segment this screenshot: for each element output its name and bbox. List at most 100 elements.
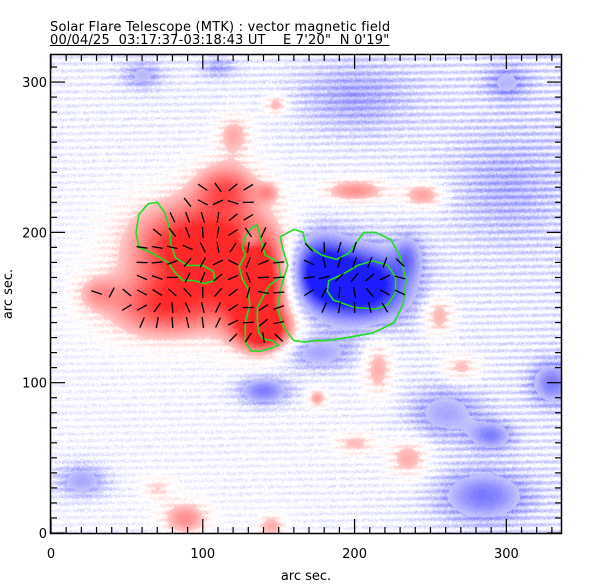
field-vector — [169, 212, 176, 223]
field-vector — [184, 302, 191, 313]
field-vector — [323, 241, 326, 253]
field-vector — [227, 274, 239, 281]
field-vector — [228, 333, 238, 342]
field-vector — [171, 302, 174, 314]
vector-layer — [91, 182, 406, 344]
field-vector — [227, 319, 239, 326]
contour-negative-2 — [276, 228, 408, 343]
field-vector — [273, 305, 285, 310]
field-vector — [166, 245, 178, 250]
field-vector — [379, 289, 391, 296]
field-vector — [244, 227, 253, 238]
field-vector — [245, 272, 251, 283]
field-vector — [136, 304, 148, 311]
field-vector — [167, 288, 177, 297]
field-vector — [199, 257, 207, 268]
field-vector — [167, 259, 178, 266]
field-vector — [245, 257, 251, 268]
field-vector — [212, 199, 224, 206]
field-vector — [213, 287, 223, 298]
field-vector — [228, 183, 238, 192]
field-vector — [122, 288, 132, 297]
field-vector — [185, 317, 190, 329]
field-vector — [228, 288, 238, 297]
y-tick-label: 200 — [22, 226, 47, 241]
field-vector — [365, 287, 374, 298]
field-vector — [136, 274, 148, 281]
field-vector — [197, 199, 209, 206]
field-vector — [350, 272, 359, 283]
field-vector — [365, 273, 375, 282]
field-vector — [185, 211, 191, 223]
contour-negative-3 — [326, 260, 397, 310]
x-tick-label: 0 — [47, 547, 55, 562]
field-vector — [381, 302, 389, 313]
x-axis-label: arc sec. — [281, 569, 331, 584]
field-vector — [367, 257, 373, 268]
field-vector — [182, 244, 193, 251]
field-vector — [199, 242, 206, 253]
field-vector — [108, 287, 115, 298]
field-vector — [379, 274, 391, 281]
field-vector — [212, 259, 224, 266]
field-vector — [336, 257, 342, 268]
field-vector — [274, 333, 284, 342]
field-vector — [229, 242, 237, 253]
field-vector — [352, 241, 357, 253]
plot-frame — [49, 53, 563, 535]
field-vector — [262, 332, 265, 344]
field-vector — [155, 316, 159, 329]
field-vector — [183, 257, 192, 268]
axis-ticks — [50, 55, 561, 534]
field-vector — [152, 289, 163, 296]
field-vector — [136, 245, 148, 249]
x-tick-label: 100 — [190, 547, 215, 562]
field-vector — [382, 257, 388, 268]
field-vector — [213, 273, 223, 282]
field-vector — [197, 183, 208, 191]
field-vector — [242, 321, 254, 324]
field-vector — [227, 199, 239, 205]
field-vector — [243, 183, 254, 191]
field-vector — [228, 213, 238, 222]
field-vector — [201, 317, 205, 329]
field-vector — [136, 289, 148, 296]
field-vector — [214, 302, 221, 313]
y-tick-label: 0 — [39, 527, 47, 542]
field-vector — [168, 227, 177, 238]
contour-layer — [135, 201, 408, 352]
field-vector — [258, 259, 269, 266]
field-vector — [152, 228, 162, 237]
y-tick-label: 100 — [22, 377, 47, 392]
field-vector — [303, 259, 315, 266]
field-vector — [303, 275, 315, 279]
field-vector — [201, 226, 204, 238]
field-vector — [246, 241, 250, 253]
x-tick-label: 200 — [342, 547, 367, 562]
field-vector — [243, 213, 254, 221]
field-vector — [214, 182, 222, 193]
field-vector — [273, 320, 285, 325]
field-vector — [151, 261, 163, 264]
field-vector — [318, 275, 330, 280]
field-vector — [153, 302, 162, 313]
field-vector — [183, 288, 192, 297]
field-vector — [246, 287, 251, 298]
field-vector — [258, 303, 269, 312]
field-vector — [215, 317, 221, 328]
field-vector — [260, 242, 267, 253]
contour-positive-0 — [135, 201, 216, 285]
field-vector — [257, 276, 270, 279]
field-vector — [200, 272, 206, 283]
field-vector — [91, 290, 103, 295]
field-vector — [352, 257, 358, 268]
field-vector — [337, 241, 342, 253]
field-vector — [258, 318, 269, 327]
field-vector — [151, 245, 163, 249]
field-vector — [352, 286, 357, 299]
field-vector — [304, 242, 314, 252]
field-vector — [273, 276, 285, 279]
field-vector — [320, 287, 328, 298]
field-vector — [260, 227, 267, 238]
